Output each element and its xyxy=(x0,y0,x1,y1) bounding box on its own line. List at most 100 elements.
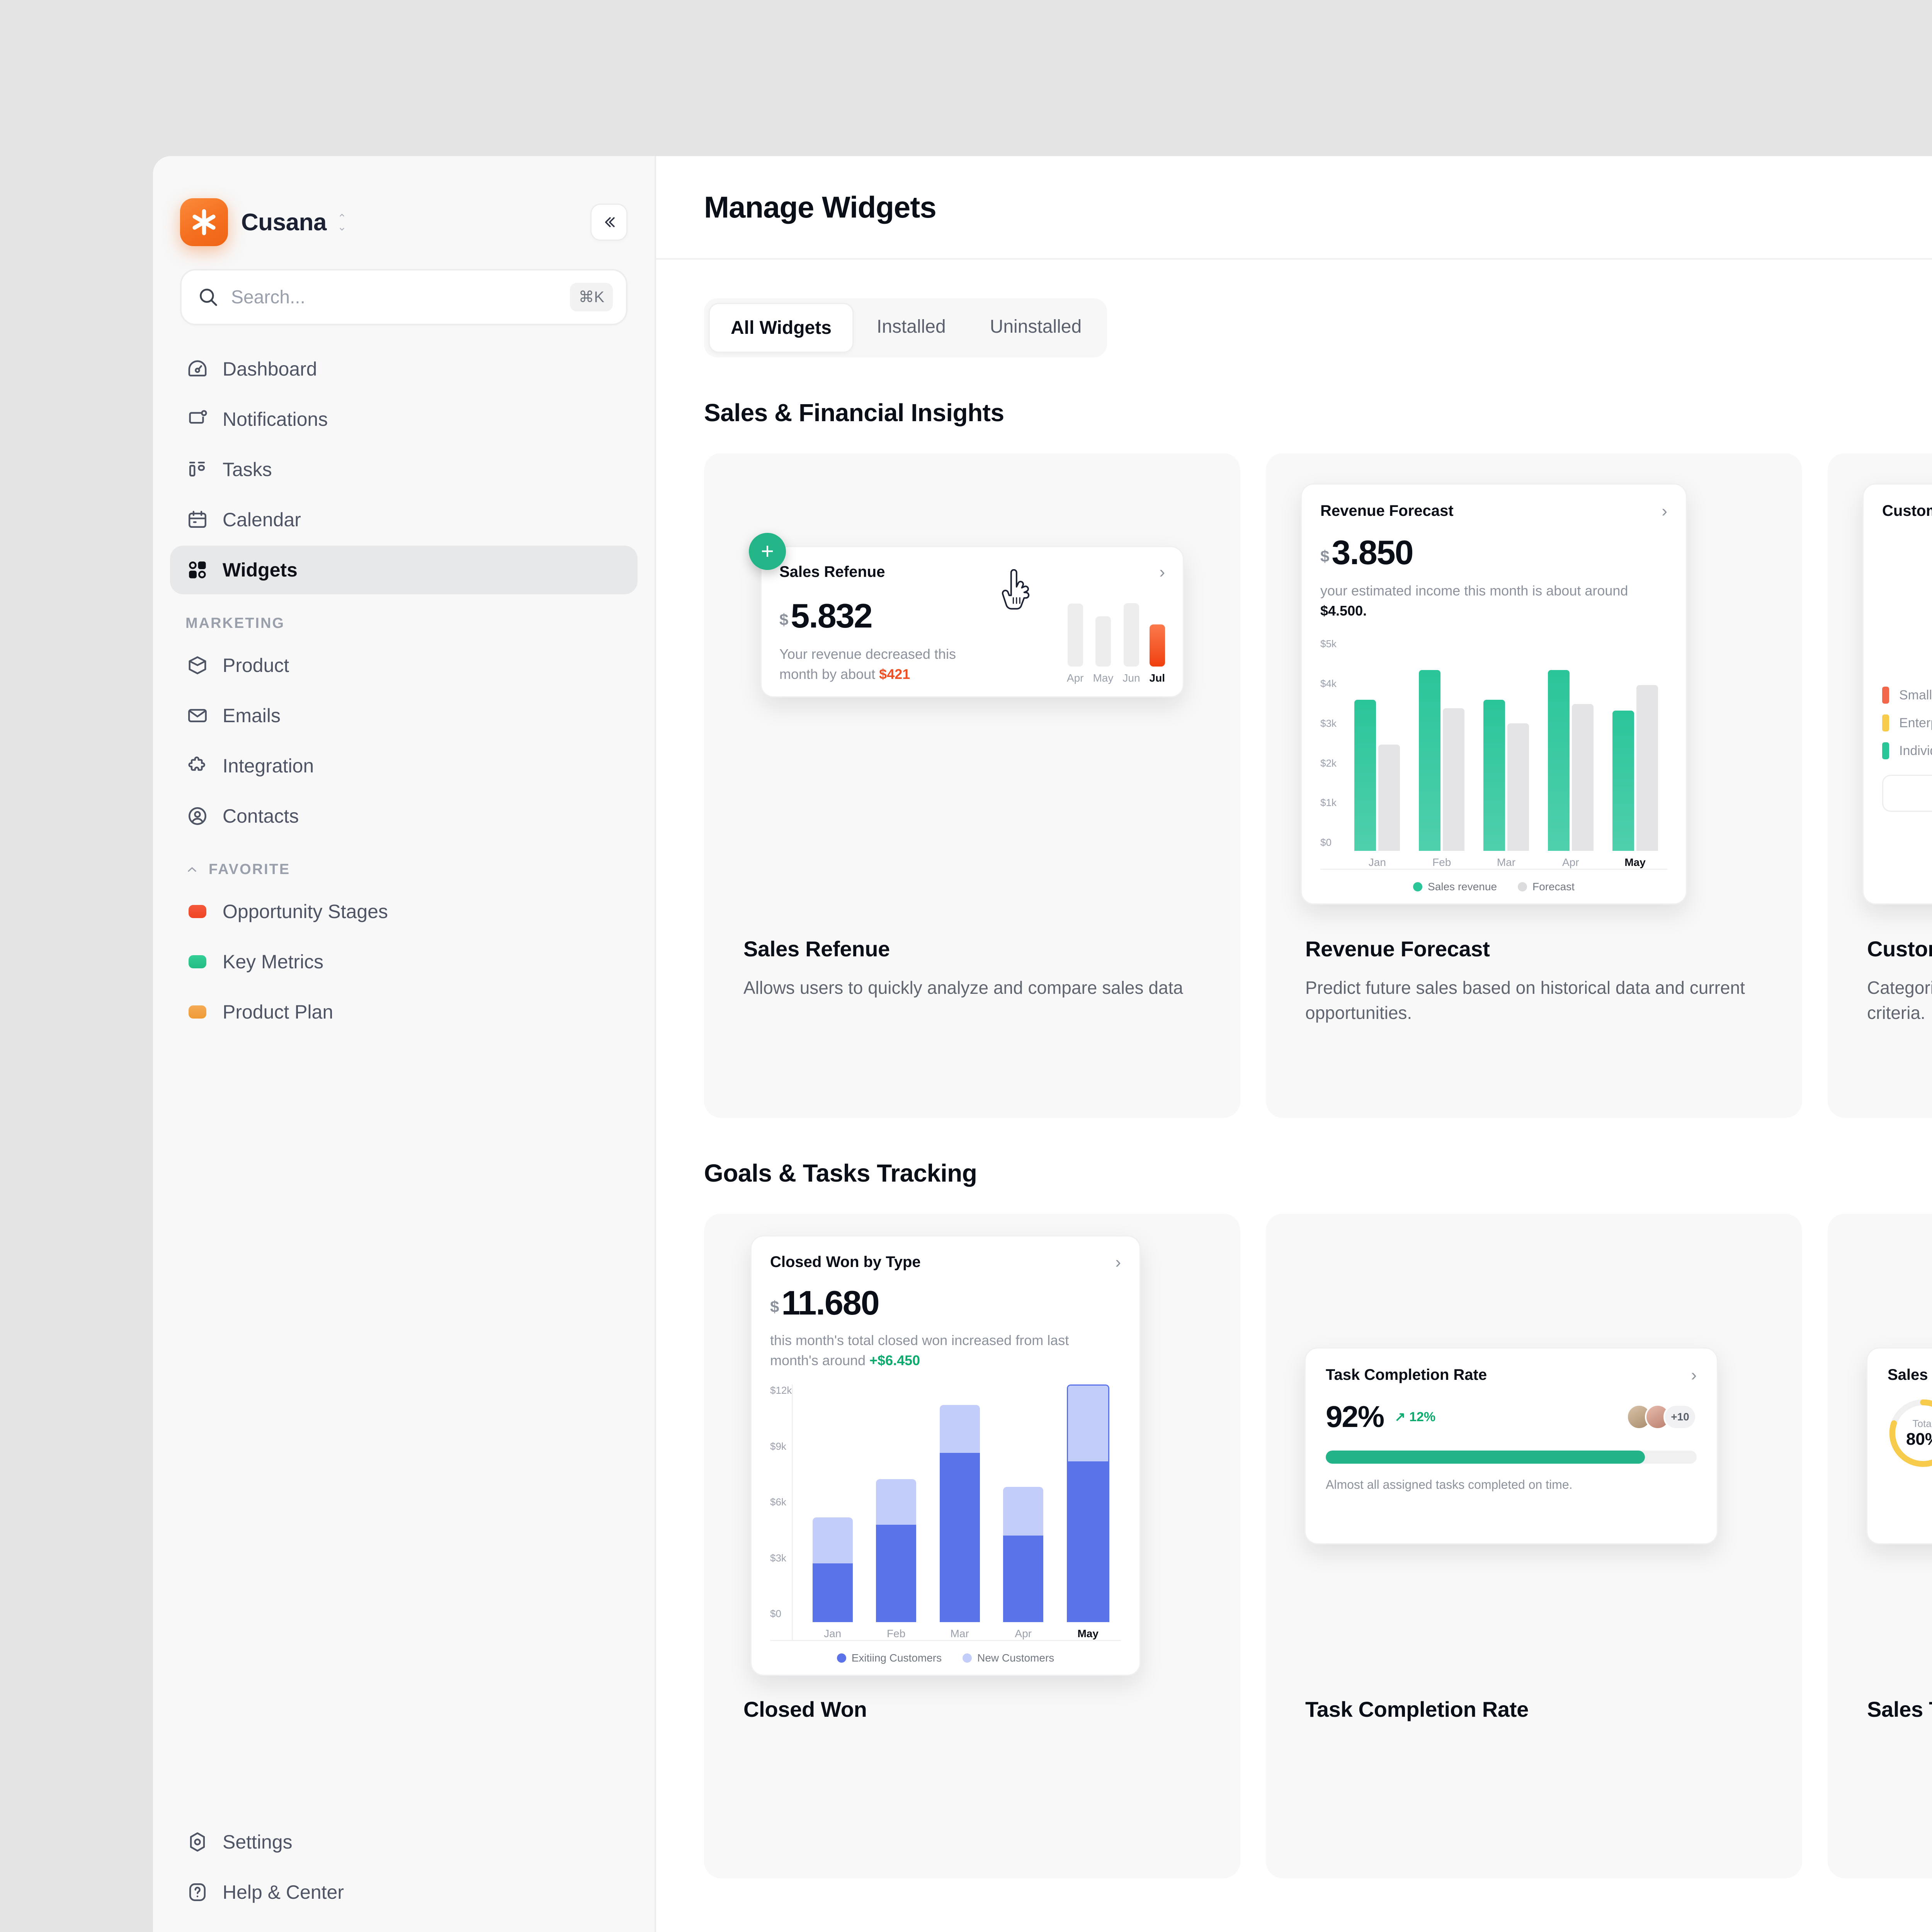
sidebar-item-label: Widgets xyxy=(223,559,298,581)
chevron-right-icon[interactable]: › xyxy=(1115,1252,1121,1272)
sidebar-collapse-button[interactable] xyxy=(590,204,628,241)
note-highlight: +$6.450 xyxy=(869,1352,920,1369)
y-tick: $6k xyxy=(770,1496,786,1508)
mini-note: your estimated income this month is abou… xyxy=(1320,581,1637,621)
mini-header: Closed Won by Type › xyxy=(770,1253,1121,1271)
widget-description: Allows users to quickly analyze and comp… xyxy=(743,978,1183,998)
segment-label: Individuals xyxy=(1899,743,1932,758)
bell-notification-icon xyxy=(185,407,209,431)
donut-chart: Total 2.758 xyxy=(1882,529,1932,668)
progress-track xyxy=(1326,1451,1697,1464)
sidebar-item-label: Opportunity Stages xyxy=(223,901,388,922)
sidebar-item-label: Calendar xyxy=(223,509,301,531)
mini-header: Sales Targets › xyxy=(1888,1366,1932,1384)
sidebar-item-help-center[interactable]: Help & Center xyxy=(170,1868,638,1917)
sidebar-item-dashboard[interactable]: Dashboard xyxy=(170,345,638,393)
puzzle-icon xyxy=(185,754,209,778)
chevron-right-icon[interactable]: › xyxy=(1691,1365,1697,1384)
sidebar-item-widgets[interactable]: Widgets xyxy=(170,546,638,594)
x-tick: Mar xyxy=(950,1628,969,1639)
segment-row: Individuals 458 ↘ 213 xyxy=(1882,737,1932,765)
sidebar-item-settings[interactable]: Settings xyxy=(170,1818,638,1866)
app-window: Cusana Search... ⌘K xyxy=(153,156,1932,1932)
widget-name: Closed Won xyxy=(743,1697,867,1721)
mini-widget-customer-segmentation: Customer Segmentation › xyxy=(1862,483,1932,905)
sidebar-item-integration[interactable]: Integration xyxy=(170,742,638,790)
bar-label: Apr xyxy=(1066,672,1084,684)
widget-preview: Revenue Forecast › $3.850 your estimated… xyxy=(1266,453,1802,936)
sidebar-search[interactable]: Search... ⌘K xyxy=(180,269,628,325)
legend-label: Sales revenue xyxy=(1428,880,1497,893)
widget-card-sales-revenue[interactable]: + Sales Refenue › $5.832 xyxy=(704,453,1240,1118)
note-text: Your revenue decreased this month by abo… xyxy=(779,646,956,682)
segment-row: Enterprise 350 ↗ 24 xyxy=(1882,709,1932,737)
widget-preview: Task Completion Rate › 92% ↗ 12% +10 xyxy=(1266,1214,1802,1697)
sidebar-section-favorite[interactable]: FAVORITE xyxy=(170,861,638,878)
sidebar-item-product-plan[interactable]: Product Plan xyxy=(170,988,638,1036)
tab-uninstalled[interactable]: Uninstalled xyxy=(990,316,1082,337)
currency-symbol: $ xyxy=(770,1297,779,1316)
y-tick: $5k xyxy=(1320,638,1337,650)
y-tick: $1k xyxy=(1320,797,1337,809)
widget-name: Revenue Forecast xyxy=(1305,937,1490,961)
widget-card-customer-segmentation[interactable]: Customer Segmentation › xyxy=(1828,453,1932,1118)
x-tick: May xyxy=(1077,1628,1099,1639)
sidebar-item-contacts[interactable]: Contacts xyxy=(170,792,638,840)
mini-widget-closed-won: Closed Won by Type › $11.680 this month'… xyxy=(750,1235,1141,1676)
tab-all-widgets[interactable]: All Widgets xyxy=(709,303,854,353)
legend-item: Forecast xyxy=(1518,881,1575,893)
sidebar-item-calendar[interactable]: Calendar xyxy=(170,495,638,544)
widgets-grid-icon xyxy=(185,558,209,582)
tab-installed[interactable]: Installed xyxy=(876,316,946,337)
sidebar-item-notifications[interactable]: Notifications xyxy=(170,395,638,444)
mini-header: Task Completion Rate › xyxy=(1326,1366,1697,1384)
note-highlight: $421 xyxy=(879,666,910,682)
mini-widget-revenue-forecast: Revenue Forecast › $3.850 your estimated… xyxy=(1301,483,1687,905)
y-tick: $0 xyxy=(770,1608,781,1619)
currency-symbol: $ xyxy=(779,610,789,629)
x-tick: Feb xyxy=(887,1628,906,1639)
completion-value: 92% xyxy=(1326,1400,1384,1434)
note-text: this month's total closed won increased … xyxy=(770,1332,1069,1369)
more-details-button[interactable]: More details xyxy=(1882,775,1932,812)
widget-card-row: Closed Won by Type › $11.680 this month'… xyxy=(704,1214,1932,1878)
calendar-icon xyxy=(185,508,209,532)
segment-row: Small Business 1.650 ↗ 424 xyxy=(1882,681,1932,709)
sidebar-item-label: Product xyxy=(223,655,289,676)
widget-name: Sales Refenue xyxy=(743,937,890,961)
widget-card-task-completion[interactable]: Task Completion Rate › 92% ↗ 12% +10 xyxy=(1266,1214,1802,1878)
y-tick: $12k xyxy=(770,1384,792,1396)
note-text: your estimated income this month is abou… xyxy=(1320,583,1628,599)
sidebar-item-tasks[interactable]: Tasks xyxy=(170,445,638,494)
chevron-updown-icon[interactable] xyxy=(337,213,347,232)
sidebar-item-key-metrics[interactable]: Key Metrics xyxy=(170,937,638,986)
section-title: Goals & Tasks Tracking xyxy=(704,1159,977,1187)
chevron-right-icon[interactable]: › xyxy=(1662,501,1667,520)
forecast-chart: $5k $4k $3k $2k $1k $0 Jan Feb xyxy=(1320,638,1667,869)
section-sales-financial: Sales & Financial Insights + Sales Refen… xyxy=(656,398,1932,1118)
envelope-icon xyxy=(185,704,209,728)
sidebar-item-product[interactable]: Product xyxy=(170,641,638,690)
widget-card-revenue-forecast[interactable]: Revenue Forecast › $3.850 your estimated… xyxy=(1266,453,1802,1118)
gauge-icon xyxy=(185,357,209,381)
app-logo xyxy=(180,198,228,246)
mini-header: Customer Segmentation › xyxy=(1882,502,1932,520)
sidebar-item-label: Dashboard xyxy=(223,358,317,380)
y-axis-ticks: $5k $4k $3k $2k $1k $0 xyxy=(1320,638,1337,869)
chevron-right-icon[interactable]: › xyxy=(1159,562,1165,582)
sidebar-item-emails[interactable]: Emails xyxy=(170,691,638,740)
color-dot-icon xyxy=(185,900,209,923)
mini-title: Sales Refenue xyxy=(779,563,885,580)
widget-card-closed-won[interactable]: Closed Won by Type › $11.680 this month'… xyxy=(704,1214,1240,1878)
x-tick: Apr xyxy=(1562,856,1579,868)
widget-card-sales-targets[interactable]: Sales Targets › To xyxy=(1828,1214,1932,1878)
legend-label: Forecast xyxy=(1532,880,1575,893)
bars-group: Jan Feb Mar Apr May xyxy=(1337,638,1667,869)
y-tick: $3k xyxy=(1320,717,1337,729)
add-widget-button[interactable]: + xyxy=(749,533,786,570)
x-tick: May xyxy=(1624,856,1646,868)
sidebar-item-opportunity-stages[interactable]: Opportunity Stages xyxy=(170,887,638,936)
widget-meta: Customer Segmentation Categorizing and a… xyxy=(1828,936,1932,1063)
mini-title: Customer Segmentation xyxy=(1882,502,1932,519)
chart-legend: Exitiing Customers New Customers xyxy=(770,1640,1121,1675)
